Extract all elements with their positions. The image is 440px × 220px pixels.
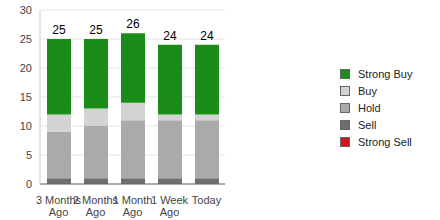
svg-text:0: 0 [26,178,32,190]
html-text:Ago: Ago [48,206,69,218]
svg-text:5: 5 [26,149,32,161]
svg-text:25: 25 [20,33,32,45]
html-text:Ago: Ago [85,206,106,218]
html-text:Buy: Buy [358,84,377,97]
svg-text:30: 30 [20,4,32,16]
svg-text:1 WeekAgo: 1 WeekAgo [151,194,189,218]
svg-text:20: 20 [20,62,32,74]
html-text:2 Months: 2 Months [72,194,119,206]
svg-text:26: 26 [126,17,140,31]
svg-text:15: 15 [20,91,32,103]
html-text:Strong Buy: Strong Buy [358,67,413,80]
svg-text:1 MonthAgo: 1 MonthAgo [113,194,153,218]
svg-text:10: 10 [20,120,32,132]
html-text:3 Months: 3 Months [35,194,82,206]
svg-text:24: 24 [163,29,177,43]
html-text:Sell: Sell [358,118,377,131]
html-text:Strong Sell: Strong Sell [358,135,412,148]
html-text:Hold: Hold [358,101,381,114]
svg-text:Today: Today [192,194,222,206]
svg-text:25: 25 [89,23,103,37]
svg-text:25: 25 [52,23,66,37]
svg-text:24: 24 [200,29,214,43]
